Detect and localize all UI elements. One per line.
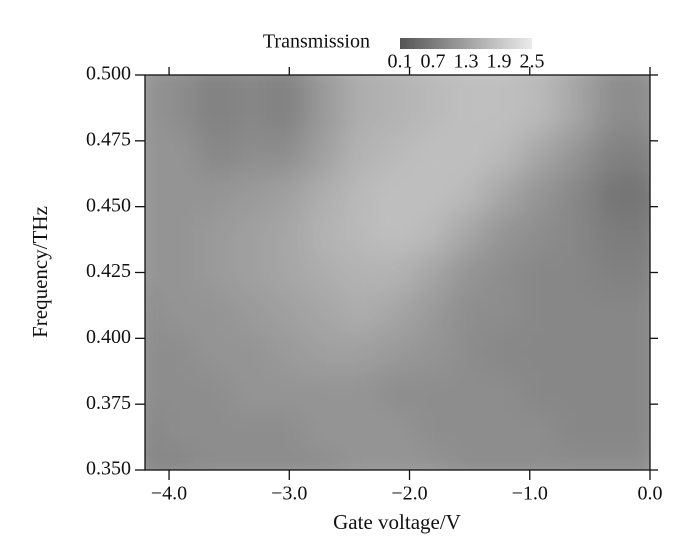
colorbar-tick-label: 0.7	[421, 51, 446, 73]
x-tick-label: −3.0	[271, 483, 307, 505]
y-tick-label: 0.500	[86, 63, 131, 85]
colorbar-tick-label: 0.1	[388, 51, 413, 73]
colorbar-tick-label: 1.3	[454, 51, 479, 73]
y-axis-title: Frequency/THz	[28, 206, 52, 338]
y-tick-label: 0.350	[86, 458, 131, 480]
heatmap	[145, 75, 650, 470]
colorbar-tick-label: 2.5	[520, 51, 545, 73]
y-tick-label: 0.375	[86, 392, 131, 414]
y-tick-label: 0.475	[86, 128, 131, 150]
y-tick-label: 0.450	[86, 194, 131, 216]
x-tick-label: −2.0	[391, 483, 427, 505]
x-tick-label: −1.0	[512, 483, 548, 505]
x-tick-label: −4.0	[151, 483, 187, 505]
heatmap-cell	[593, 75, 650, 135]
x-tick-label: 0.0	[638, 483, 663, 505]
colorbar-tick-label: 1.9	[487, 51, 512, 73]
y-tick-label: 0.400	[86, 326, 131, 348]
y-tick-label: 0.425	[86, 260, 131, 282]
colorbar	[400, 38, 532, 49]
colorbar-title: Transmission	[263, 31, 370, 53]
x-axis-title: Gate voltage/V	[333, 510, 461, 534]
